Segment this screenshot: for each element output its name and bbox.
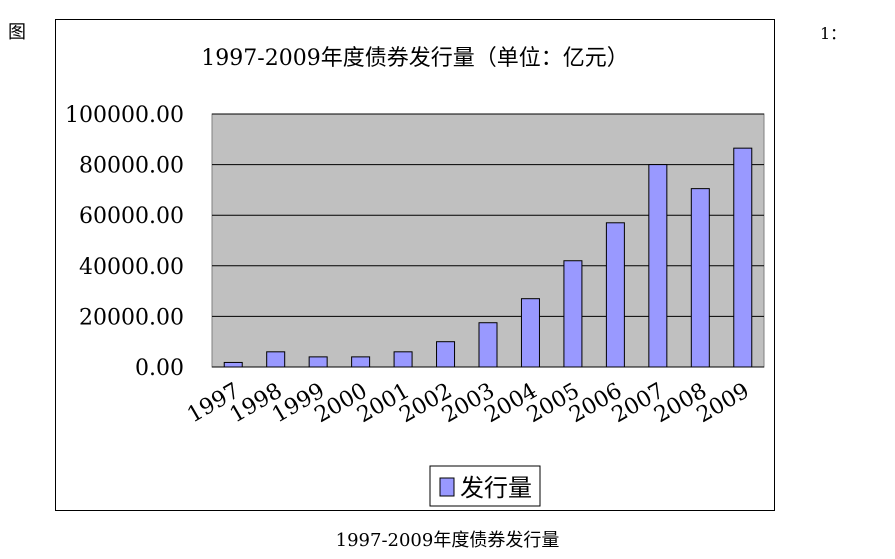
y-tick-label: 60000.00	[79, 204, 184, 229]
chart-title: 1997-2009年度债券发行量（单位：亿元）	[201, 46, 629, 71]
x-axis-ticks: 1997199819992000200120022003200420052006…	[183, 379, 754, 429]
figure-caption: 1997-2009年度债券发行量	[335, 530, 560, 551]
bar-2009	[733, 147, 753, 368]
legend: 发行量	[429, 465, 541, 507]
bar-2004	[520, 298, 540, 368]
bar-2006	[605, 222, 625, 368]
y-tick-label: 0.00	[135, 356, 184, 381]
y-tick-label: 80000.00	[79, 154, 184, 179]
bar-2007	[648, 164, 668, 368]
y-tick-label: 100000.00	[65, 103, 184, 128]
bar-2000	[351, 356, 371, 368]
bar-2003	[478, 322, 498, 368]
y-tick-label: 40000.00	[79, 255, 184, 280]
y-tick-label: 20000.00	[79, 305, 184, 330]
legend-label: 发行量	[460, 474, 532, 502]
bar-1998	[266, 351, 286, 368]
figure-label-number: 1：	[820, 24, 847, 43]
legend-swatch	[439, 477, 455, 497]
y-axis-ticks: 0.00 20000.00 40000.00 60000.00 80000.00 1000…	[65, 103, 184, 381]
bar-2005	[563, 260, 583, 368]
bar-2008	[690, 188, 710, 368]
bar-2002	[436, 341, 456, 368]
bars	[223, 147, 753, 368]
bar-2001	[393, 351, 413, 368]
bar-1999	[308, 356, 328, 368]
bar-1997	[223, 361, 243, 368]
figure-label-prefix: 图	[8, 22, 26, 43]
